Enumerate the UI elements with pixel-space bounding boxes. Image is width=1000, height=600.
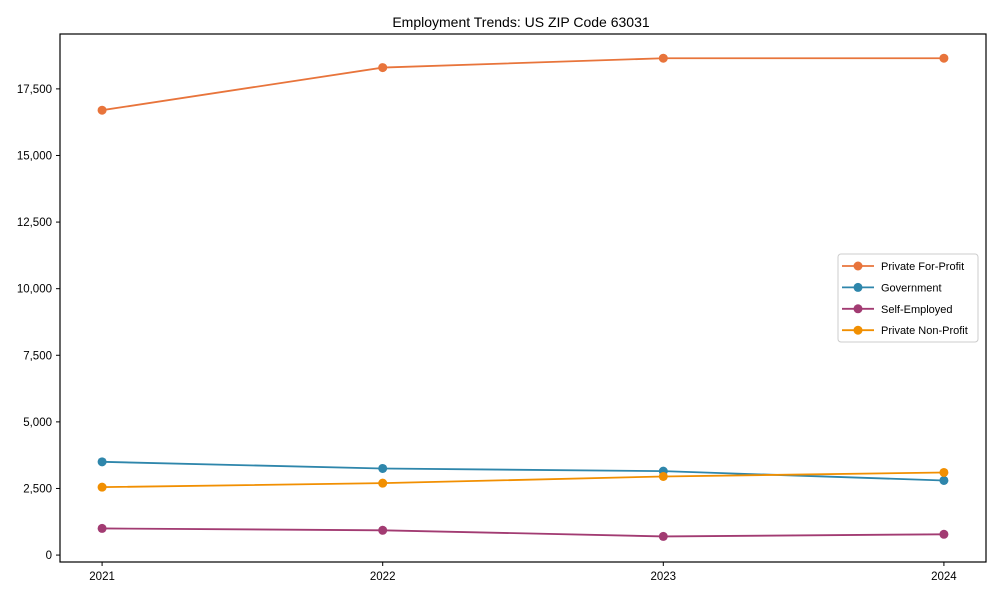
legend-marker-government <box>853 282 863 292</box>
plot-area: 0 2,500 5,000 7,500 10,000 12,500 15,000 17,500… <box>17 33 987 583</box>
x-tick-label: 2021 <box>89 571 115 583</box>
data-point-private-non-profit-2023 <box>658 471 668 481</box>
x-tick-label: 2022 <box>370 571 396 583</box>
data-point-private-for-profit-2021 <box>97 105 107 115</box>
legend-marker-private-for-profit <box>853 261 863 271</box>
legend-label-self-employed: Self-Employed <box>881 304 953 316</box>
y-tick-label: 2,500 <box>23 483 52 495</box>
data-point-self-employed-2022 <box>378 525 388 535</box>
series-line-private-non-profit <box>102 471 944 489</box>
y-tick-label: 17,500 <box>17 84 52 96</box>
y-tick-label: 10,000 <box>17 284 52 296</box>
y-tick-label: 7,500 <box>23 350 52 362</box>
data-point-self-employed-2024 <box>939 529 949 539</box>
legend-box <box>837 253 979 343</box>
y-tick-label: 15,000 <box>17 150 52 162</box>
y-tick-label: 12,500 <box>17 217 52 229</box>
data-point-private-non-profit-2021 <box>97 482 107 492</box>
data-point-self-employed-2021 <box>97 523 107 533</box>
data-point-private-for-profit-2024 <box>939 53 949 63</box>
legend-marker-private-non-profit <box>853 325 863 335</box>
data-point-private-non-profit-2024 <box>939 467 949 477</box>
y-tick-label: 0 <box>46 550 52 562</box>
data-point-private-for-profit-2022 <box>378 63 388 73</box>
chart-title: Employment Trends: US ZIP Code 63031 <box>392 14 650 30</box>
series-line-self-employed <box>102 527 944 538</box>
data-point-private-non-profit-2022 <box>378 478 388 488</box>
legend-label-government: Government <box>881 282 942 294</box>
x-tick-label: 2024 <box>931 571 957 583</box>
x-tick-label: 2023 <box>651 571 677 583</box>
data-point-government-2024 <box>939 475 949 485</box>
legend-marker-self-employed <box>853 304 863 314</box>
y-tick-label: 5,000 <box>23 417 52 429</box>
series-line-private-for-profit <box>101 57 944 112</box>
data-point-government-2022 <box>378 463 388 473</box>
legend-label-private-for-profit: Private For-Profit <box>881 261 964 273</box>
series-line-government <box>102 460 944 482</box>
data-point-government-2021 <box>97 457 107 467</box>
legend-label-private-non-profit: Private Non-Profit <box>881 325 968 337</box>
data-point-private-for-profit-2023 <box>658 53 668 63</box>
axes-box <box>59 33 987 563</box>
data-point-self-employed-2023 <box>658 531 668 541</box>
